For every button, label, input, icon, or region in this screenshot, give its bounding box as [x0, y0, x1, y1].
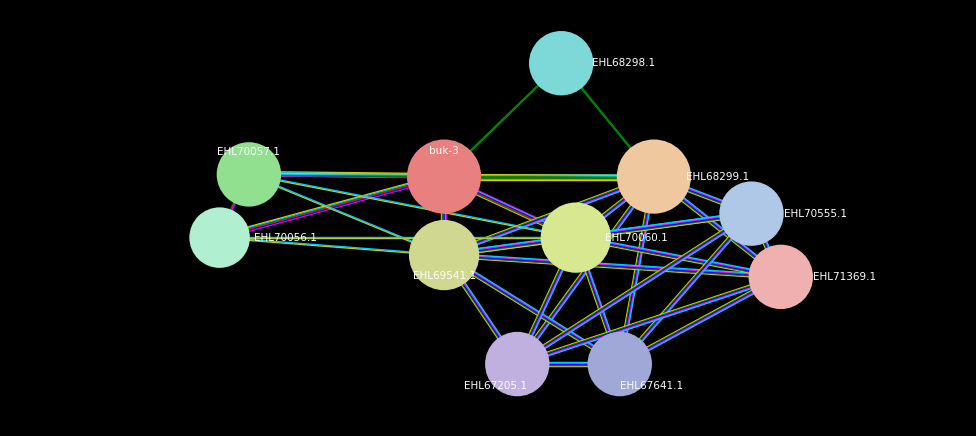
Text: EHL68299.1: EHL68299.1: [686, 172, 750, 181]
Ellipse shape: [719, 181, 784, 246]
Text: EHL70555.1: EHL70555.1: [784, 209, 847, 218]
Ellipse shape: [529, 31, 593, 95]
Text: buk-3: buk-3: [429, 146, 459, 156]
Text: EHL68298.1: EHL68298.1: [592, 58, 656, 68]
Ellipse shape: [588, 332, 652, 396]
Text: EHL67205.1: EHL67205.1: [465, 381, 527, 391]
Text: EHL67641.1: EHL67641.1: [620, 381, 683, 391]
Ellipse shape: [407, 140, 481, 214]
Text: EHL71369.1: EHL71369.1: [813, 272, 876, 282]
Ellipse shape: [541, 202, 611, 273]
Text: EHL69541.1: EHL69541.1: [413, 271, 475, 281]
Ellipse shape: [749, 245, 813, 309]
Ellipse shape: [409, 220, 479, 290]
Text: EHL70060.1: EHL70060.1: [605, 233, 668, 242]
Ellipse shape: [485, 332, 549, 396]
Ellipse shape: [617, 140, 691, 214]
Text: EHL70056.1: EHL70056.1: [254, 233, 316, 242]
Text: EHL70057.1: EHL70057.1: [218, 147, 280, 157]
Ellipse shape: [217, 142, 281, 207]
Ellipse shape: [189, 208, 250, 268]
